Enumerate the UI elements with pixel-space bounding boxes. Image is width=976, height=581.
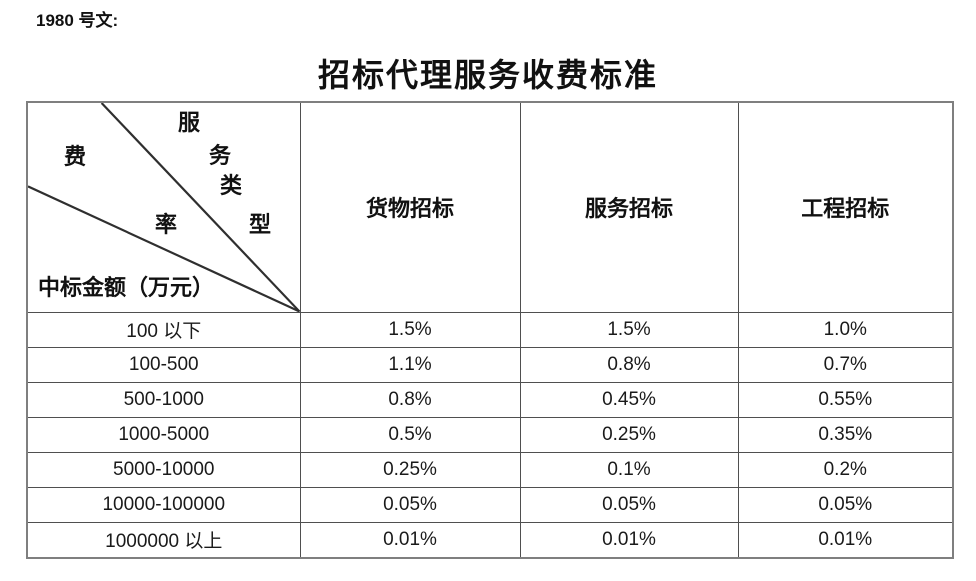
corner-rate-char: 费: [64, 144, 87, 169]
rate-value: 0.2%: [737, 451, 954, 488]
rate-value: 0.8%: [519, 346, 739, 383]
corner-type-char: 务: [209, 143, 232, 168]
table-row: 1000000 以上 0.01% 0.01% 0.01%: [26, 521, 954, 559]
rate-value: 0.45%: [519, 381, 739, 418]
table-row: 500-1000 0.8% 0.45% 0.55%: [26, 381, 954, 418]
row-label: 500-1000: [26, 381, 301, 418]
table-row: 10000-100000 0.05% 0.05% 0.05%: [26, 486, 954, 523]
rate-value: 0.01%: [737, 521, 954, 559]
table-header-row: 服 务 类 型 费 率 中标金额（万元） 货物招标 服务招标 工程招标: [26, 101, 954, 313]
rate-value: 0.05%: [737, 486, 954, 523]
rate-value: 0.1%: [519, 451, 739, 488]
doc-ref-label: 1980 号文:: [36, 11, 119, 30]
diagonal-corner-cell: 服 务 类 型 费 率 中标金额（万元）: [26, 101, 301, 313]
rate-value: 1.1%: [299, 346, 521, 383]
rate-value: 0.25%: [519, 416, 739, 453]
rate-value: 1.0%: [737, 311, 954, 348]
rate-value: 0.8%: [299, 381, 521, 418]
rate-value: 0.55%: [737, 381, 954, 418]
corner-type-char: 类: [220, 173, 243, 198]
fee-standard-table: 服 务 类 型 费 率 中标金额（万元） 货物招标 服务招标 工程招标 100 …: [26, 101, 954, 559]
table-row: 100 以下 1.5% 1.5% 1.0%: [26, 311, 954, 348]
column-header-works: 工程招标: [737, 101, 954, 313]
corner-type-char: 型: [249, 212, 272, 237]
rate-value: 1.5%: [299, 311, 521, 348]
rate-value: 0.5%: [299, 416, 521, 453]
corner-diagonal-lines-icon: [28, 103, 300, 312]
rate-value: 0.25%: [299, 451, 521, 488]
rate-value: 0.7%: [737, 346, 954, 383]
row-label: 5000-10000: [26, 451, 301, 488]
rate-value: 0.01%: [299, 521, 521, 559]
rate-value: 1.5%: [519, 311, 739, 348]
row-label: 1000000 以上: [26, 521, 301, 559]
page-title: 招标代理服务收费标准: [317, 57, 658, 93]
corner-type-char: 服: [178, 110, 201, 135]
rate-value: 0.05%: [299, 486, 521, 523]
row-label: 100-500: [26, 346, 301, 383]
rate-value: 0.35%: [737, 416, 954, 453]
table-row: 5000-10000 0.25% 0.1% 0.2%: [26, 451, 954, 488]
corner-rate-char: 率: [155, 212, 178, 237]
row-label: 10000-100000: [26, 486, 301, 523]
row-label: 100 以下: [26, 311, 301, 348]
column-header-services: 服务招标: [519, 101, 739, 313]
table-row: 1000-5000 0.5% 0.25% 0.35%: [26, 416, 954, 453]
column-header-goods: 货物招标: [299, 101, 521, 313]
table-row: 100-500 1.1% 0.8% 0.7%: [26, 346, 954, 383]
rate-value: 0.05%: [519, 486, 739, 523]
corner-amount-label: 中标金额（万元）: [38, 275, 215, 300]
rate-value: 0.01%: [519, 521, 739, 559]
row-label: 1000-5000: [26, 416, 301, 453]
